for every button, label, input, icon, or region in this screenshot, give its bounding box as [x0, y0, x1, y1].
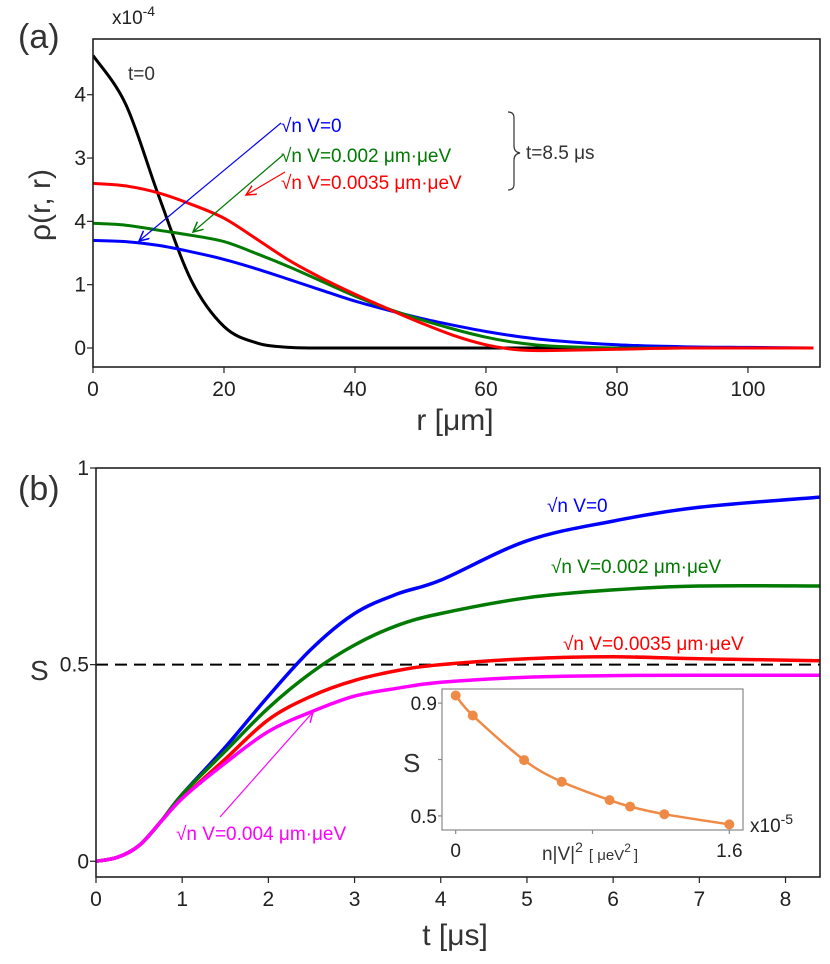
inset-frame: [441, 688, 744, 831]
y-scale-base: x10: [112, 8, 143, 29]
a-series-1-line: [93, 238, 814, 350]
arrow-red-icon: [246, 171, 286, 195]
label-b-green: √n V=0.002 μm·μeV: [551, 557, 721, 578]
label-b-blue: √n V=0: [547, 496, 608, 517]
inset-data-point: [625, 801, 636, 812]
inset-y-tick-label: 0.9: [411, 694, 437, 715]
panel-a-y-scale: x10-4: [112, 3, 155, 29]
a-series-3-line: [93, 181, 814, 353]
a-x-tick-label: 0: [87, 378, 99, 401]
a-y-tick-label: 4: [74, 84, 86, 107]
inset-x-tick-label: 1.6: [716, 841, 742, 862]
a-y-tick-label: 0: [74, 337, 86, 360]
inset-data-point: [467, 710, 478, 721]
b-x-tick-label: 5: [521, 888, 533, 911]
inset-y-tick-label: 0.5: [411, 807, 437, 828]
b-x-tick-label: 8: [780, 888, 792, 911]
b-x-tick-label: 4: [435, 888, 447, 911]
panel-b-label: (b): [18, 470, 60, 508]
inset-data-point: [519, 755, 530, 766]
a-y-tick-label: 1: [74, 274, 86, 297]
y-scale-exp: -4: [143, 3, 156, 19]
b-plot-frame: [95, 467, 821, 878]
b-x-tick-label: 6: [607, 888, 619, 911]
arrow-green-icon: [193, 154, 284, 232]
a-x-tick-label: 40: [343, 378, 366, 401]
panel-a-label: (a): [18, 18, 60, 56]
inset-data-point: [604, 795, 615, 806]
inset-data-point: [659, 809, 670, 820]
label-t0: t=0: [128, 64, 155, 85]
b-y-tick-label: 0: [77, 850, 89, 873]
arrow-magenta-icon: [219, 712, 313, 818]
label-b-red: √n V=0.0035 μm·μeV: [563, 634, 744, 655]
inset-x-tick-label: 0: [450, 841, 461, 862]
inset-data-point: [450, 690, 461, 701]
a-x-tick-label: 80: [605, 378, 628, 401]
panel-b-x-label: t [μs]: [422, 919, 488, 952]
b-x-tick-label: 7: [693, 888, 705, 911]
b-x-tick-label: 3: [349, 888, 361, 911]
inset-x-scale: x10-5: [750, 811, 793, 837]
label-b-magenta: √n V=0.004 μm·μeV: [176, 824, 346, 845]
panel-a-y-label: ρ(r, r): [24, 169, 57, 241]
a-x-tick-label: 20: [212, 378, 235, 401]
a-plot-frame: [92, 38, 821, 368]
a-x-tick-label: 100: [730, 378, 765, 401]
b-x-tick-label: 0: [90, 888, 102, 911]
brace-label: t=8.5 μs: [526, 143, 595, 164]
panel-b-y-label: S: [30, 655, 49, 686]
a-x-tick-label: 60: [474, 378, 497, 401]
a-series-2-line: [93, 221, 814, 350]
b-x-tick-label: 2: [263, 888, 275, 911]
inset-x-label: n|V|2[ μeV2]: [542, 839, 638, 865]
a-series-0-line: [93, 54, 814, 350]
inset-y-label: S: [403, 748, 420, 778]
b-series-3-line: [96, 673, 820, 864]
label-a-blue: √n V=0: [281, 116, 342, 137]
b-y-tick-label: 0.5: [60, 654, 89, 677]
label-a-red: √n V=0.0035 μm·μeV: [281, 173, 462, 194]
label-a-green: √n V=0.002 μm·μeV: [281, 146, 451, 167]
b-y-tick-label: 1: [77, 457, 89, 480]
a-y-tick-label: 4: [74, 210, 86, 233]
panel-a-x-label: r [μm]: [416, 404, 493, 437]
inset-data-point: [724, 819, 735, 830]
arrow-blue-icon: [139, 122, 282, 241]
inset-data-point: [556, 776, 567, 787]
a-y-tick-label: 3: [74, 147, 86, 170]
brace: [507, 111, 521, 191]
b-x-tick-label: 1: [176, 888, 188, 911]
